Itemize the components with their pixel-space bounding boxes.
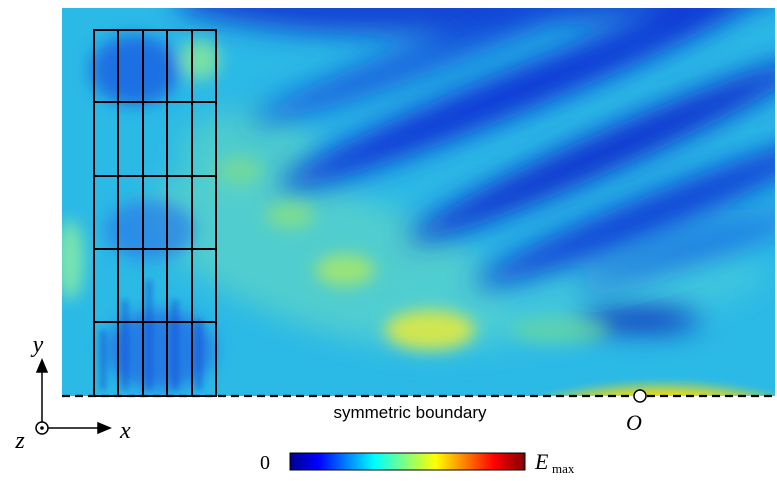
colorbar-min-label: 0 bbox=[260, 452, 270, 474]
x-axis-arrowhead bbox=[97, 421, 112, 435]
colorbar: 0 E max bbox=[260, 449, 575, 476]
origin-label: O bbox=[626, 410, 642, 435]
colorbar-max-label: E bbox=[534, 449, 549, 474]
field-map bbox=[62, 8, 775, 396]
boundary-label: symmetric boundary bbox=[333, 403, 487, 422]
axes-glyph bbox=[35, 358, 112, 435]
colorbar-max-subscript: max bbox=[552, 461, 575, 476]
x-axis-label: x bbox=[119, 418, 131, 444]
y-axis-arrowhead bbox=[35, 358, 49, 373]
origin-marker bbox=[633, 389, 647, 403]
z-axis-label: z bbox=[14, 428, 25, 454]
colorbar-gradient bbox=[289, 452, 526, 471]
y-axis-label: y bbox=[31, 332, 44, 358]
